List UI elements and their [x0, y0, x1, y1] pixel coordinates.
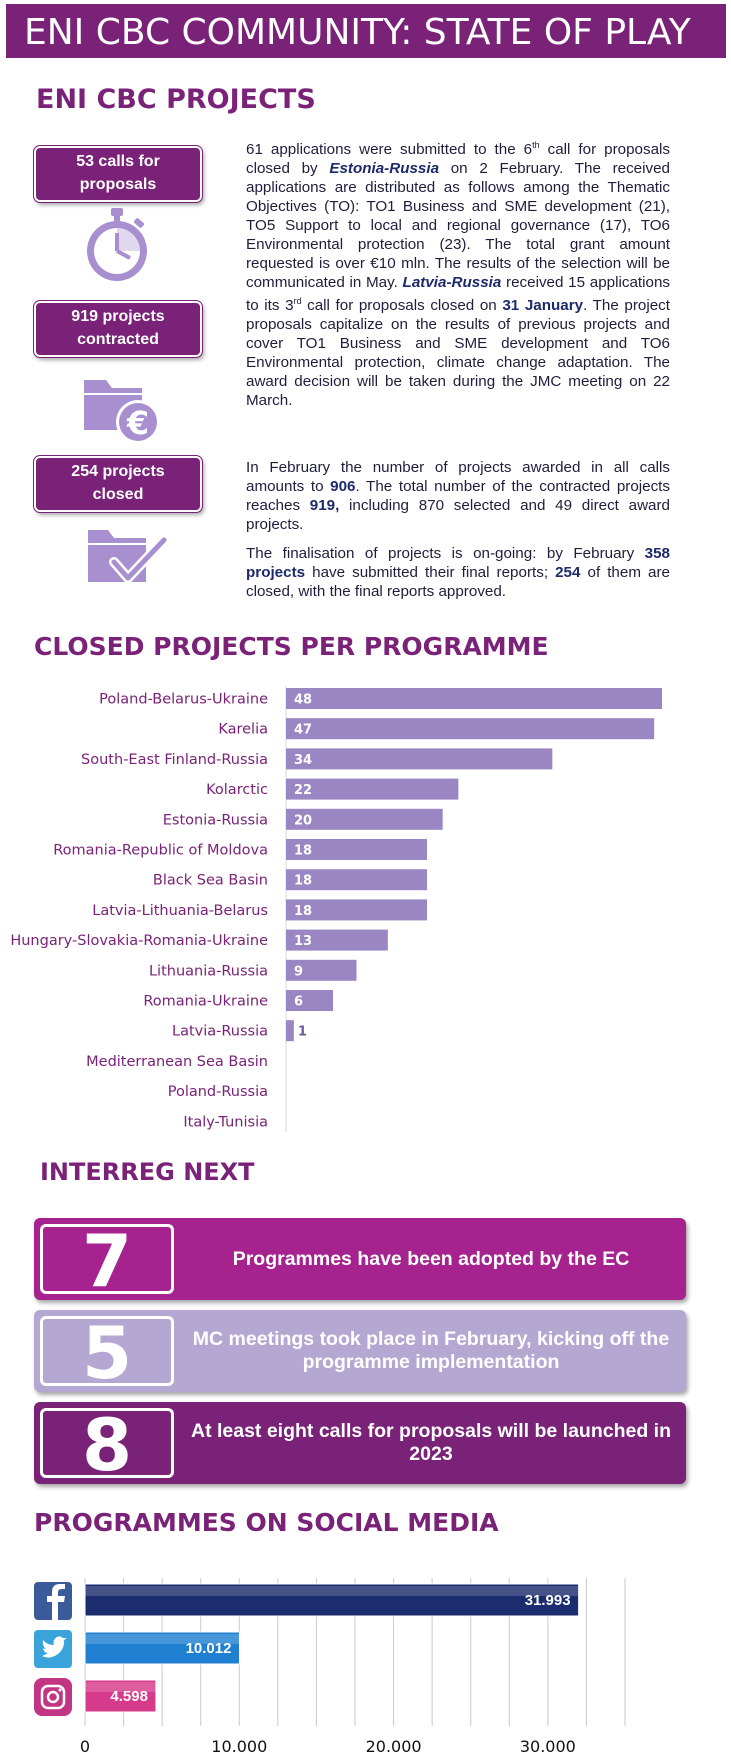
social-media-chart: 0 10.000 20.000 30.000 31.993 10.012 4.598: [34, 1578, 626, 1756]
bar: [286, 778, 459, 800]
bar-highlight: [85, 1682, 156, 1692]
bar: [286, 1020, 294, 1042]
bar: [84, 1679, 157, 1713]
section-heading-projects: ENI CBC PROJECTS: [36, 84, 316, 115]
euro-folder-icon: €: [84, 380, 160, 444]
category-label: Romania-Ukraine: [143, 994, 268, 1010]
calls-paragraph: 61 applications were submitted to the 6t…: [246, 140, 670, 410]
category-label: Black Sea Basin: [153, 873, 268, 889]
section-heading-social-media: PROGRAMMES ON SOCIAL MEDIA: [34, 1508, 499, 1537]
svg-text:€: €: [126, 404, 149, 442]
category-label: Kolarctic: [206, 782, 268, 798]
bar-value-label: 18: [294, 904, 312, 919]
category-label: Mediterranean Sea Basin: [86, 1054, 268, 1070]
bar: [286, 808, 443, 830]
category-label: Hungary-Slovakia-Romania-Ukraine: [10, 933, 268, 949]
bar: [286, 929, 388, 951]
section-heading-closed-projects: CLOSED PROJECTS PER PROGRAMME: [34, 632, 549, 661]
bar-highlight: [85, 1586, 579, 1596]
category-label: Lithuania-Russia: [149, 963, 268, 979]
bar-value-label: 47: [294, 723, 312, 738]
category-label: South-East Finland-Russia: [81, 752, 268, 768]
card-text: At least eight calls for proposals will …: [190, 1420, 672, 1465]
x-tick-label: 20.000: [366, 1737, 422, 1756]
stat-line: contracted: [77, 331, 159, 348]
stat-projects-contracted: 919 projects contracted: [33, 300, 203, 358]
bar: [286, 990, 333, 1011]
facebook-icon: [34, 1582, 72, 1620]
stat-projects-closed: 254 projects closed: [33, 455, 203, 513]
bar: [84, 1583, 580, 1617]
bar: [286, 839, 427, 860]
stat-line: 254 projects: [71, 463, 165, 480]
bar-value-label: 31.993: [525, 1592, 571, 1609]
bar: [286, 748, 553, 770]
x-tick-label: 10.000: [211, 1737, 267, 1756]
stat-line: closed: [92, 486, 144, 503]
card-text: Programmes have been adopted by the EC: [232, 1247, 630, 1270]
finalisation-paragraph: The finalisation of projects is on-going…: [246, 545, 670, 600]
twitter-icon: [34, 1630, 72, 1668]
bar: [286, 869, 427, 891]
card-number: 8: [40, 1408, 174, 1481]
card-mc-meetings: 5 MC meetings took place in February, ki…: [34, 1310, 686, 1392]
category-label: Latvia-Lithuania-Belarus: [92, 903, 268, 919]
category-label: Italy-Tunisia: [183, 1114, 268, 1130]
bar-value-label: 34: [294, 753, 312, 768]
bar: [84, 1631, 240, 1665]
page-title: ENI CBC COMMUNITY: STATE OF PLAY: [6, 4, 726, 58]
stat-line: 919 projects: [71, 308, 165, 325]
bar: [286, 718, 655, 740]
category-label: Karelia: [218, 722, 268, 738]
bar: [286, 899, 427, 921]
checkmark-folder-icon: [88, 530, 169, 583]
card-programmes-adopted: 7 Programmes have been adopted by the EC: [34, 1218, 686, 1300]
x-tick-label: 0: [80, 1737, 90, 1756]
bar: [286, 959, 357, 981]
category-label: Romania-Republic of Moldova: [53, 843, 268, 859]
card-text: MC meetings took place in February, kick…: [192, 1328, 670, 1373]
bar: [286, 688, 662, 709]
bar-value-label: 10.012: [186, 1640, 232, 1657]
section-heading-interreg-next: INTERREG NEXT: [40, 1158, 255, 1186]
card-number: 7: [40, 1224, 174, 1297]
bar-value-label: 6: [294, 995, 303, 1010]
bar-value-label: 20: [294, 813, 312, 828]
bar-value-label: 4.598: [110, 1688, 148, 1705]
awarded-paragraph: In February the number of projects award…: [246, 459, 670, 533]
bar-value-label: 18: [294, 844, 312, 859]
bar-value-label: 22: [294, 783, 312, 798]
bar-value-label: 1: [298, 1025, 307, 1040]
category-label: Poland-Belarus-Ukraine: [99, 692, 268, 708]
bar-value-label: 18: [294, 874, 312, 889]
category-label: Latvia-Russia: [172, 1024, 268, 1040]
stat-line: proposals: [79, 176, 157, 193]
stopwatch-icon: [87, 208, 147, 281]
bar-highlight: [85, 1634, 240, 1644]
card-calls-2023: 8 At least eight calls for proposals wil…: [34, 1402, 686, 1484]
bar-value-label: 48: [294, 693, 312, 708]
category-label: Estonia-Russia: [163, 812, 268, 828]
closed-projects-chart: Poland-Belarus-Ukraine 48 Karelia 47 South-E…: [10, 686, 662, 1132]
instagram-icon: [34, 1678, 72, 1716]
bar-value-label: 9: [294, 964, 303, 979]
bar-value-label: 13: [294, 934, 312, 949]
x-tick-label: 30.000: [520, 1737, 576, 1756]
stat-line: 53 calls for: [76, 153, 160, 170]
stat-calls-for-proposals: 53 calls for proposals: [33, 145, 203, 203]
card-number: 5: [40, 1316, 174, 1389]
category-label: Poland-Russia: [168, 1084, 268, 1100]
